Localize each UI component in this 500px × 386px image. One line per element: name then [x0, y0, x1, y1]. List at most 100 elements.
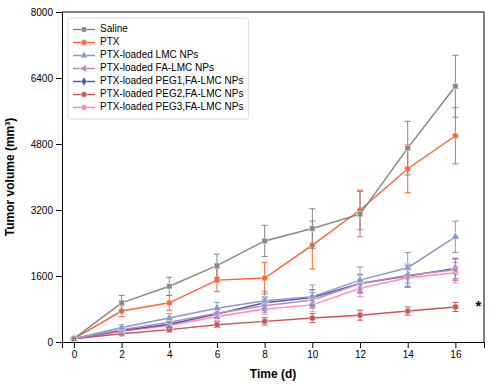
- x-axis-line: [63, 343, 485, 349]
- y-tick-label: 0: [47, 337, 53, 348]
- x-axis-title: Time (d): [250, 367, 296, 381]
- x-tick-label: 14: [403, 349, 415, 360]
- y-tick-mark: [56, 12, 62, 13]
- series-line: [74, 269, 455, 339]
- point: [260, 296, 268, 303]
- legend-label: PTX-loaded PEG2,FA-LMC NPs: [100, 88, 243, 99]
- plot: 0 2 4 6 8 10 12 14 16 0 1600 3200 4800 6400 8000 * Salin…: [31, 7, 485, 360]
- x-tick: 10: [307, 342, 319, 360]
- y-axis-line: [56, 13, 63, 343]
- y-tick-mark: [56, 144, 62, 145]
- y-tick: 1600: [31, 271, 62, 282]
- series: [71, 55, 458, 341]
- error-bar: [119, 295, 125, 310]
- x-tick-label: 16: [450, 349, 462, 360]
- series: [71, 108, 459, 342]
- error-bar: [262, 262, 268, 293]
- legend-item: PTX-loaded PEG3,FA-LMC NPs: [73, 101, 243, 112]
- error-bar: [357, 191, 363, 236]
- legend-label: PTX-loaded PEG3,FA-LMC NPs: [100, 101, 243, 112]
- y-tick-mark: [56, 78, 62, 79]
- legend-marker: [81, 27, 86, 32]
- point: [119, 300, 124, 305]
- series-line: [74, 270, 455, 339]
- point: [357, 312, 363, 318]
- x-tick-mark: [455, 342, 456, 348]
- y-axis: 0 1600 3200 4800 6400 8000: [31, 7, 63, 348]
- x-tick: 12: [355, 342, 367, 360]
- x-tick-mark: [217, 342, 218, 348]
- point: [404, 263, 412, 270]
- point: [71, 336, 77, 342]
- x-tick: 6: [215, 342, 221, 360]
- point: [166, 300, 172, 306]
- point: [405, 145, 410, 150]
- series-line: [74, 136, 455, 339]
- point: [214, 277, 220, 283]
- x-tick-label: 8: [262, 349, 268, 360]
- legend-item: Saline: [73, 23, 128, 34]
- y-tick-label: 4800: [31, 139, 54, 150]
- legend-marker: [81, 40, 87, 46]
- y-tick: 6400: [31, 73, 62, 84]
- chart: 0 2 4 6 8 10 12 14 16 0 1600 3200 4800 6400 8000 * Salin…: [0, 0, 500, 386]
- legend-marker: [81, 92, 87, 98]
- legend-label: PTX-loaded PEG1,FA-LMC NPs: [100, 75, 243, 86]
- point: [262, 238, 267, 243]
- point: [356, 275, 364, 282]
- point: [403, 271, 410, 279]
- point: [213, 303, 221, 310]
- x-tick: 14: [403, 342, 415, 360]
- legend-label: PTX: [100, 36, 120, 47]
- legend-item: PTX-loaded LMC NPs: [73, 49, 198, 60]
- y-tick-mark: [56, 276, 62, 277]
- marks: [69, 55, 459, 342]
- x-tick-mark: [408, 342, 409, 348]
- x-tick-label: 12: [355, 349, 367, 360]
- legend-background: [68, 18, 248, 119]
- series-line: [74, 86, 455, 338]
- point: [310, 226, 315, 231]
- point: [452, 304, 458, 310]
- point: [452, 133, 458, 139]
- legend-marker: [80, 51, 88, 58]
- x-tick-label: 0: [72, 349, 78, 360]
- x-tick: 2: [119, 342, 125, 360]
- x-tick: 0: [72, 342, 78, 360]
- y-tick-label: 6400: [31, 73, 54, 84]
- annotation: *: [475, 297, 481, 314]
- point: [214, 322, 220, 328]
- x-tick-mark: [74, 342, 75, 348]
- point: [167, 284, 172, 289]
- point: [262, 318, 268, 324]
- x-tick: 8: [262, 342, 268, 360]
- point: [71, 336, 76, 341]
- y-tick: 0: [47, 337, 62, 348]
- legend-label: PTX-loaded FA-LMC NPs: [100, 62, 214, 73]
- point: [262, 275, 268, 281]
- legend-marker: [80, 65, 87, 73]
- error-bar: [262, 318, 268, 325]
- series: [70, 221, 460, 341]
- error-bar: [309, 209, 315, 249]
- y-tick-label: 1600: [31, 271, 54, 282]
- error-bar: [309, 314, 315, 323]
- point: [453, 84, 458, 89]
- x-tick-label: 10: [307, 349, 319, 360]
- y-tick: 8000: [31, 7, 62, 18]
- legend-label: PTX-loaded LMC NPs: [100, 49, 198, 60]
- point: [165, 313, 173, 320]
- error-bar: [357, 310, 363, 320]
- point: [451, 232, 459, 239]
- x-tick: 4: [167, 342, 173, 360]
- point: [405, 308, 411, 314]
- y-tick-label: 3200: [31, 205, 54, 216]
- error-bar: [452, 302, 458, 311]
- error-bar: [214, 254, 220, 277]
- point: [70, 334, 78, 341]
- y-tick-mark: [56, 342, 62, 343]
- point: [71, 336, 77, 342]
- y-tick: 4800: [31, 139, 62, 150]
- x-tick-mark: [312, 342, 313, 348]
- error-bar: [405, 121, 411, 175]
